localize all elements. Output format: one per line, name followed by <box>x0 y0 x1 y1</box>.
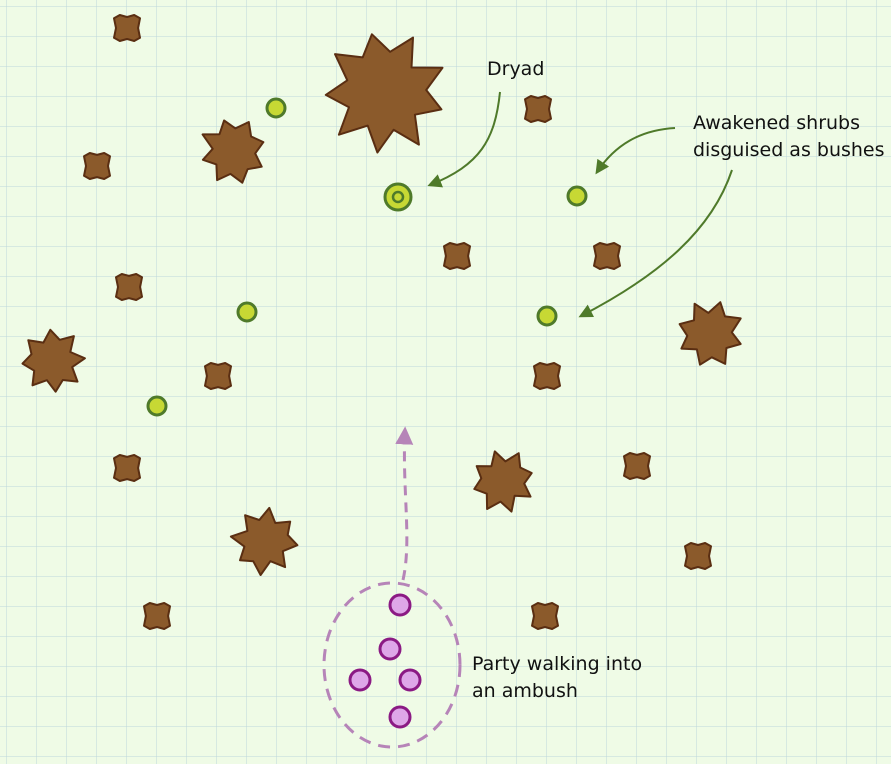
party-member-icon <box>388 593 412 617</box>
bush-icon <box>531 602 559 630</box>
tree-icon <box>473 450 533 513</box>
bush-icon <box>533 362 561 390</box>
party-member-icon <box>398 668 422 692</box>
bush-icon <box>83 152 111 180</box>
party-label-line2: an ambush <box>472 680 578 702</box>
awakened-shrub-icon <box>146 395 168 417</box>
shrubs-layer <box>146 97 588 417</box>
bush-icon <box>443 242 471 270</box>
awakened-shrub-icon <box>536 305 558 327</box>
party-member-icon <box>378 637 402 661</box>
party-label-line1: Party walking into <box>472 653 643 675</box>
party-group-outline <box>322 581 462 749</box>
shrub-arrow-upper <box>595 127 676 175</box>
party-member-icon <box>348 668 372 692</box>
tree-icon <box>678 301 742 366</box>
shrubs-label-line2: disguised as bushes <box>693 139 885 161</box>
shrub-arrow-lower <box>578 169 733 318</box>
tree-icon <box>324 33 444 154</box>
party-layer <box>348 593 422 729</box>
shrubs-label-line1: Awakened shrubs <box>693 112 861 134</box>
bush-icon <box>623 452 651 480</box>
dryad-icon <box>383 182 413 212</box>
trees-layer <box>21 33 742 576</box>
dryad-label: Dryad <box>487 58 545 80</box>
awakened-shrub-icon <box>566 185 588 207</box>
bush-icon <box>204 362 232 390</box>
tree-icon <box>229 506 299 576</box>
tree-icon <box>21 328 86 393</box>
bush-icon <box>593 242 621 270</box>
tree-icon <box>201 119 265 184</box>
dryad-arrow <box>427 91 501 188</box>
party-member-icon <box>388 705 412 729</box>
bush-icon <box>143 602 171 630</box>
bush-icon <box>524 95 552 123</box>
bush-icon <box>113 454 141 482</box>
bush-icon <box>115 273 143 301</box>
awakened-shrub-icon <box>236 301 258 323</box>
bush-icon <box>684 542 712 570</box>
bush-icon <box>113 14 141 42</box>
awakened-shrub-icon <box>265 97 287 119</box>
arrows-layer <box>395 91 733 581</box>
bushes-layer <box>83 14 712 630</box>
